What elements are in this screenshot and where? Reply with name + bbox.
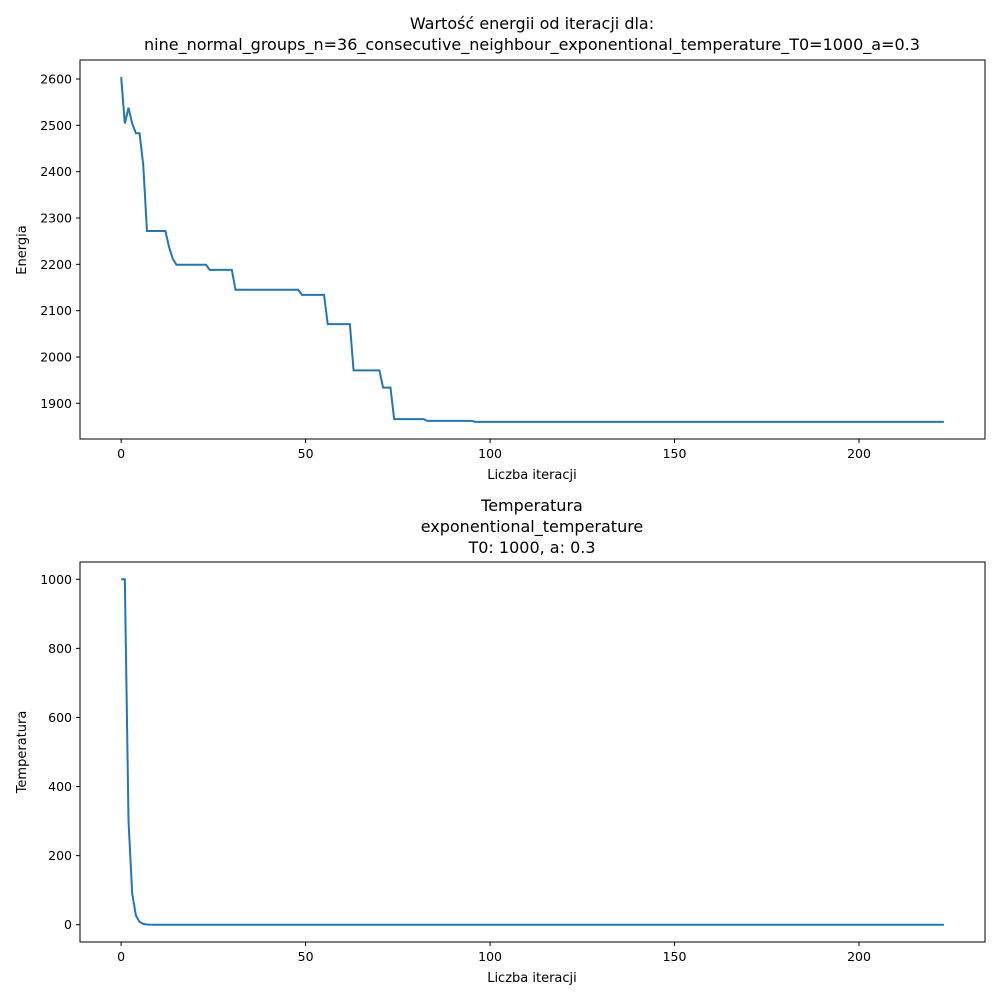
energy-y-tick-label: 1900: [40, 396, 72, 411]
temperature-plot-area: [79, 561, 986, 943]
temperature-y-tick-label: 800: [48, 641, 72, 656]
temperature-chart: Temperatura exponentional_temperature T0…: [15, 496, 986, 986]
energy-y-tick-label: 2600: [40, 71, 72, 86]
temperature-x-tick-label: 100: [478, 949, 502, 964]
temperature-x-axis-label: Liczba iteracji: [487, 971, 577, 986]
temperature-chart-title-line-3: T0: 1000, a: 0.3: [467, 538, 595, 557]
temperature-x-tick-label: 150: [663, 949, 687, 964]
temperature-y-axis-label: Temperatura: [15, 711, 30, 795]
energy-x-tick-label: 150: [663, 446, 687, 461]
temperature-chart-title-line-2: exponentional_temperature: [421, 517, 644, 537]
energy-y-tick-label: 2500: [40, 118, 72, 133]
energy-x-tick-label: 100: [478, 446, 502, 461]
energy-x-ticks: 0 50 100 150 200: [117, 439, 871, 461]
energy-y-tick-label: 2400: [40, 164, 72, 179]
energy-x-axis-label: Liczba iteracji: [487, 468, 577, 483]
temperature-chart-title-line-1: Temperatura: [480, 496, 583, 515]
temperature-x-tick-label: 0: [117, 949, 125, 964]
energy-y-ticks: 1900 2000 2100 2200 2300 2400 2500 2600: [40, 71, 80, 411]
temperature-y-tick-label: 400: [48, 779, 72, 794]
energy-chart: Wartość energii od iteracji dla: nine_no…: [15, 14, 986, 483]
temperature-x-tick-label: 200: [847, 949, 871, 964]
temperature-x-tick-label: 50: [298, 949, 314, 964]
temperature-y-tick-label: 600: [48, 710, 72, 725]
temperature-series-line: [121, 578, 944, 926]
temperature-x-ticks: 0 50 100 150 200: [117, 942, 871, 964]
energy-y-tick-label: 2000: [40, 349, 72, 364]
energy-y-axis-label: Energia: [15, 225, 30, 274]
energy-chart-title-line-1: Wartość energii od iteracji dla:: [410, 14, 654, 33]
temperature-y-tick-label: 1000: [40, 572, 72, 587]
energy-y-tick-label: 2100: [40, 303, 72, 318]
energy-x-tick-label: 200: [847, 446, 871, 461]
temperature-y-tick-label: 200: [48, 848, 72, 863]
energy-chart-title-line-2: nine_normal_groups_n=36_consecutive_neig…: [144, 35, 920, 55]
energy-x-tick-label: 50: [298, 446, 314, 461]
energy-plot-area: [79, 59, 986, 440]
energy-y-tick-label: 2200: [40, 257, 72, 272]
energy-x-tick-label: 0: [117, 446, 125, 461]
temperature-y-ticks: 0 200 400 600 800 1000: [40, 572, 80, 932]
energy-y-tick-label: 2300: [40, 210, 72, 225]
energy-series-line: [120, 77, 944, 423]
temperature-y-tick-label: 0: [64, 917, 72, 932]
